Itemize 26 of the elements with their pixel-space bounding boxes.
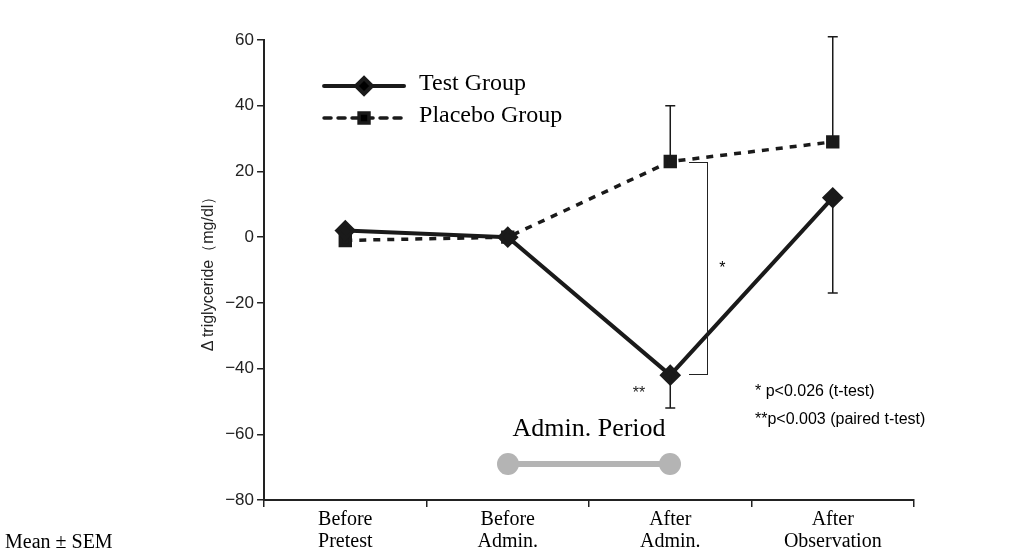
legend-label: Test Group	[419, 69, 527, 96]
y-tick-label: −40	[225, 358, 255, 378]
x-tick-label: After Admin.	[639, 507, 701, 552]
y-tick-label: 20	[235, 161, 255, 181]
x-tick-label: After Observation	[783, 507, 882, 552]
point	[663, 154, 677, 169]
y-axis-title: Δ triglyceride（mg/dl）	[199, 188, 217, 352]
point	[497, 227, 518, 248]
point	[822, 187, 843, 208]
annotation: **p<0.003 (paired t-test)	[755, 409, 926, 427]
y-tick-label: 40	[235, 95, 255, 115]
y-tick-label: −80	[225, 489, 255, 509]
x-tick-label: Before Pretest	[318, 507, 373, 552]
y-tick-label: 60	[235, 29, 255, 49]
point	[826, 135, 840, 149]
text: Mean ± SEM	[5, 530, 113, 552]
x-tick-label: Before Admin.	[477, 507, 539, 552]
y-tick-label: −60	[225, 423, 255, 443]
legend-label: Placebo Group	[419, 101, 563, 128]
annotation: *	[719, 258, 726, 276]
annotation: **	[632, 383, 646, 401]
point	[660, 365, 681, 386]
annotation: * p<0.026 (t-test)	[755, 381, 875, 399]
y-tick-label: −20	[225, 292, 255, 312]
y-tick-label: 0	[244, 226, 255, 246]
annotation: Admin. Period	[512, 412, 666, 442]
